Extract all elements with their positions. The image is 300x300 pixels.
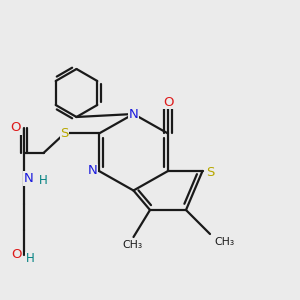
Text: CH₃: CH₃ [122, 240, 142, 250]
Text: O: O [11, 248, 22, 261]
Text: H: H [38, 174, 47, 188]
Text: S: S [60, 127, 69, 140]
Text: S: S [206, 166, 214, 179]
Text: N: N [88, 164, 98, 178]
Text: H: H [26, 252, 34, 265]
Text: CH₃: CH₃ [214, 237, 235, 247]
Text: O: O [163, 95, 173, 109]
Text: N: N [24, 172, 34, 185]
Text: N: N [129, 107, 138, 121]
Text: O: O [11, 121, 21, 134]
